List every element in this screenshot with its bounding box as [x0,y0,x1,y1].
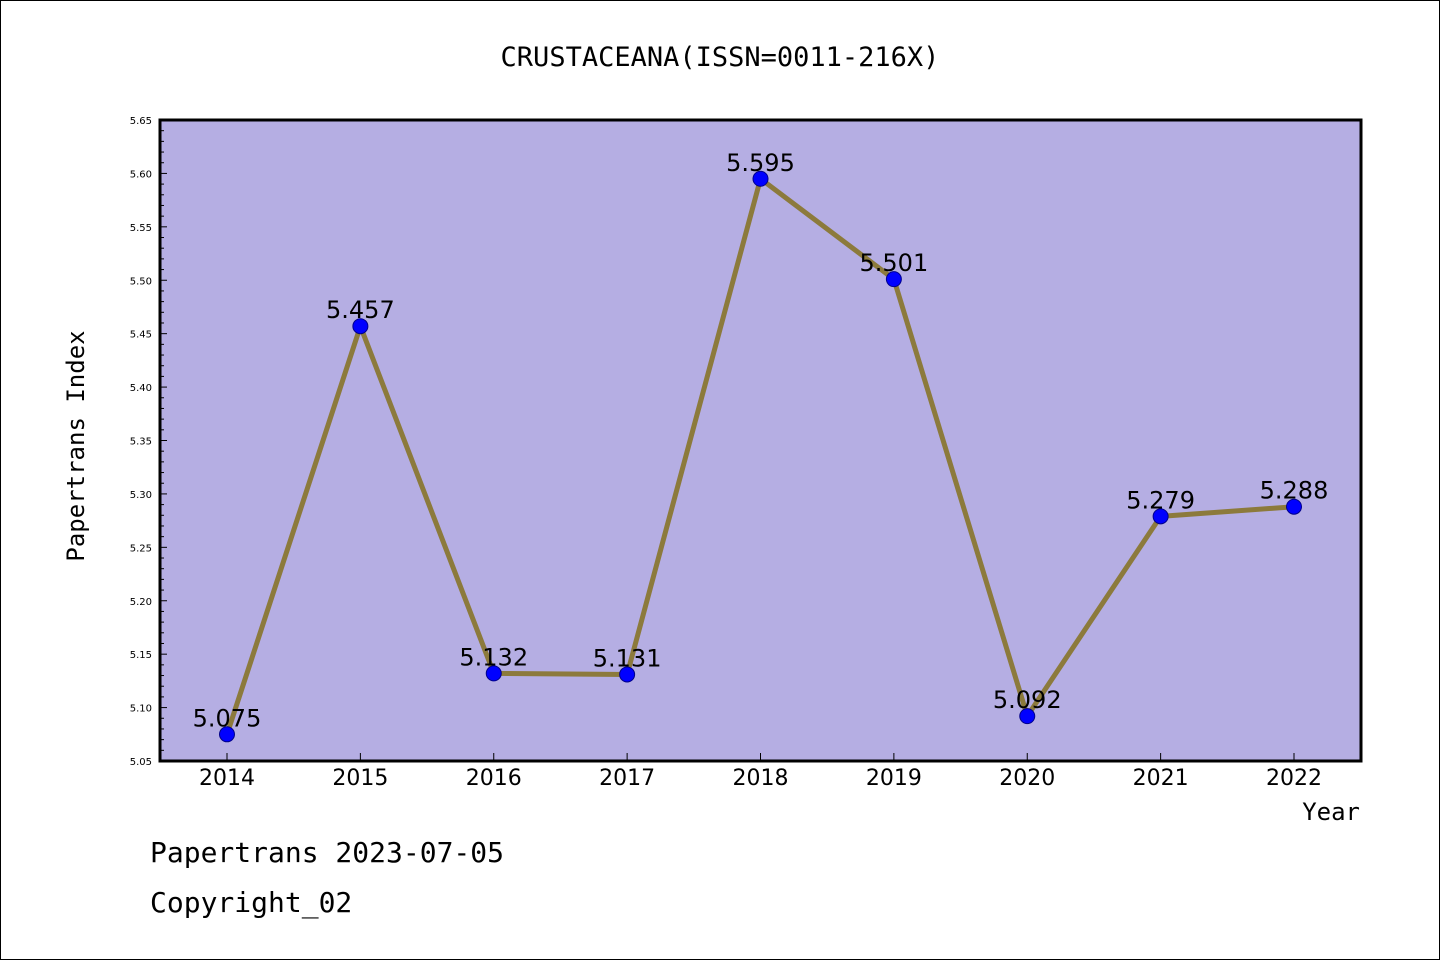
data-label: 5.501 [860,249,929,277]
y-tick-label: 5.55 [130,223,152,234]
y-tick-label: 5.40 [130,383,152,394]
data-label: 5.092 [993,686,1062,714]
y-tick-label: 5.25 [130,543,152,554]
y-tick-label: 5.05 [130,757,152,768]
y-tick-label: 5.45 [130,330,152,341]
data-point [885,271,902,288]
x-tick-label: 2020 [999,766,1055,791]
footer-copyright: Copyright_02 [150,886,353,919]
data-point [1019,708,1036,725]
data-label: 5.279 [1126,486,1195,514]
x-tick-label: 2015 [332,766,388,791]
data-point [352,318,369,335]
y-tick-label: 5.35 [130,437,152,448]
data-point [1286,498,1302,515]
y-tick-label: 5.10 [130,704,152,715]
data-label: 5.132 [459,643,528,671]
data-label: 5.131 [593,644,662,672]
data-point [219,726,235,743]
y-tick-label: 5.20 [130,597,152,608]
y-tick-label: 5.60 [130,169,152,180]
x-tick-label: 2018 [733,766,789,791]
data-point [752,170,769,187]
x-axis-label: Year [1302,798,1360,826]
data-label: 5.595 [726,149,795,177]
data-point [619,666,636,683]
data-point [485,665,502,682]
x-tick-label: 2017 [599,766,655,791]
x-tick-label: 2014 [199,766,255,791]
y-tick-label: 5.65 [130,116,152,127]
x-tick-label: 2016 [466,766,522,791]
y-tick-label: 5.50 [130,276,152,287]
chart-title: CRUSTACEANA(ISSN=0011-216X) [501,42,940,73]
y-axis-label: Papertrans Index [62,330,90,561]
series [219,170,1302,743]
x-tick-label: 2022 [1266,766,1322,791]
data-point [1152,508,1169,525]
footer-date: Papertrans 2023-07-05 [150,836,505,869]
x-tick-label: 2019 [866,766,922,791]
y-tick-label: 5.30 [130,490,152,501]
data-label: 5.075 [193,704,262,732]
x-tick-label: 2021 [1133,766,1189,791]
y-axis-ticks: 5.05 5.10 5.15 5.20 5.25 5.30 5.35 5.40 5.45 5.50… [130,116,167,768]
data-label: 5.457 [326,296,395,324]
x-axis-ticks: 2014 2015 2016 2017 2018 2019 2020 2021 2022 [199,753,1322,791]
y-tick-label: 5.15 [130,650,152,661]
data-label: 5.288 [1260,477,1329,505]
data-labels: 5.075 5.457 5.132 5.131 5.595 5.501 5.092 5.279… [193,149,1329,733]
plot-area [158,118,1363,763]
